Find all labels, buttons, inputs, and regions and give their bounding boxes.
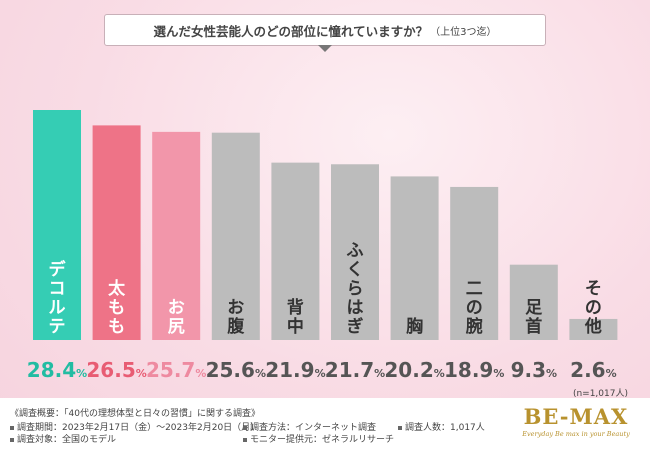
bar-3	[152, 131, 201, 340]
brand-logo: BE-MAX Everyday Be max in your Beauty	[512, 404, 640, 438]
chart-title-box: 選んだ女性芸能人のどの部位に憧れていますか？ （上位3つ迄）	[104, 14, 546, 46]
survey-provider-note: モニター提供元：ゼネラルリサーチ	[243, 432, 394, 445]
bar-chart: デコルテ 28.4% 太もも 26.5% お尻 25.7% お腹 25.6% 背中 21.9% ふく…	[27, 110, 628, 399]
category-label: その他	[584, 279, 602, 337]
bar-9	[509, 264, 558, 340]
value-label: 28.4%	[27, 358, 87, 382]
category-label: 胸	[406, 316, 423, 337]
survey-period-note: 調査期間：2023年2月17日（金）～2023年2月20日（月）	[10, 420, 259, 433]
brand-logo-main: BE-MAX	[523, 404, 629, 429]
value-label: 18.9%	[444, 358, 504, 382]
category-label: ふくらはぎ	[347, 241, 364, 337]
bullet-icon	[243, 425, 247, 430]
chart-subtitle: （上位3つ迄）	[430, 26, 497, 38]
category-label: デコルテ	[49, 259, 67, 337]
survey-method: 調査方法：インターネット調査	[250, 423, 377, 433]
bullet-icon	[243, 437, 247, 442]
footer-background	[0, 398, 650, 450]
bullet-icon	[10, 425, 14, 430]
survey-provider: モニター提供元：ゼネラルリサーチ	[250, 435, 395, 445]
bar-7	[390, 176, 439, 340]
category-label: 太もも	[108, 278, 126, 337]
value-label: 25.6%	[206, 358, 266, 382]
category-label: 足首	[525, 298, 542, 337]
title-pointer-icon	[318, 45, 332, 52]
bar-1	[33, 110, 81, 340]
survey-count: 調査人数：1,017人	[405, 423, 485, 433]
survey-target: 調査対象：全国のモデル	[17, 435, 117, 445]
sample-size-note: (n=1,017人)	[573, 388, 628, 399]
category-label: お尻	[168, 298, 185, 337]
category-label: 二の腕	[466, 279, 483, 337]
bar-4	[211, 132, 260, 340]
bar-5	[271, 162, 320, 340]
chart-title: 選んだ女性芸能人のどの部位に憧れていますか？	[153, 23, 429, 39]
category-label: お腹	[227, 298, 245, 337]
brand-logo-tagline: Everyday Be max in your Beauty	[522, 430, 630, 438]
bar-2	[92, 125, 141, 340]
survey-overview: 《調査概要：「40代の理想体型と日々の習慣」に関する調査》	[10, 409, 260, 419]
bullet-icon	[398, 425, 402, 430]
value-label: 2.6%	[570, 358, 616, 382]
value-label: 21.7%	[325, 358, 385, 382]
value-label: 9.3%	[511, 358, 557, 382]
bar-8	[450, 186, 499, 340]
survey-method-note: 調査方法：インターネット調査	[243, 420, 376, 433]
value-label: 20.2%	[384, 358, 444, 382]
value-label: 26.5%	[86, 358, 146, 382]
bar-10	[569, 318, 618, 340]
value-label: 21.9%	[265, 358, 325, 382]
category-label: 背中	[287, 297, 304, 337]
survey-count-note: 調査人数：1,017人	[398, 420, 485, 433]
bar-6	[331, 164, 379, 340]
survey-period: 調査期間：2023年2月17日（金）～2023年2月20日（月）	[17, 423, 260, 433]
survey-target-note: 調査対象：全国のモデル	[10, 432, 116, 445]
bullet-icon	[10, 437, 14, 442]
value-label: 25.7%	[146, 358, 206, 382]
